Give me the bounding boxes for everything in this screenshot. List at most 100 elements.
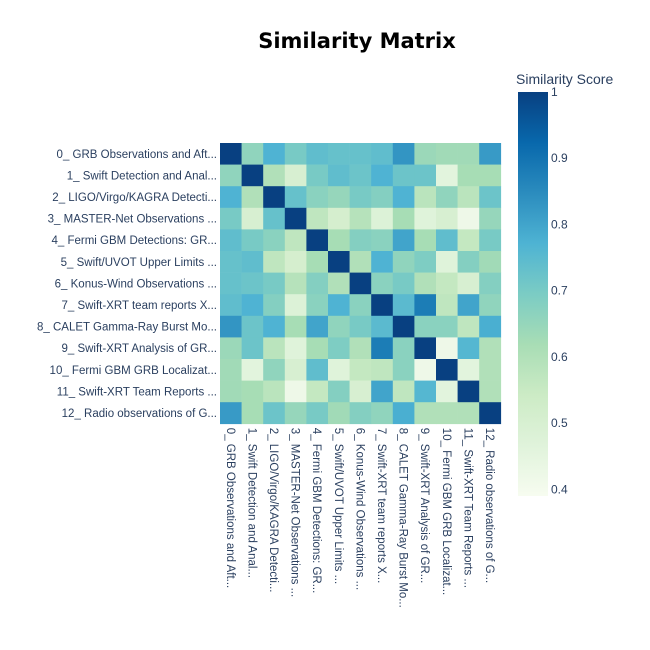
heatmap-cell-7-10[interactable] (436, 294, 458, 317)
heatmap-cell-8-9[interactable] (414, 315, 437, 338)
heatmap-cell-5-11[interactable] (457, 251, 480, 273)
heatmap-cell-4-9[interactable] (414, 229, 437, 252)
heatmap-cell-2-0[interactable] (220, 186, 242, 209)
heatmap-cell-4-11[interactable] (457, 229, 480, 252)
heatmap-cell-5-1[interactable] (241, 251, 264, 273)
heatmap-cell-5-12[interactable] (479, 251, 502, 273)
heatmap-cell-0-7[interactable] (371, 143, 394, 165)
heatmap-cell-5-5[interactable] (328, 251, 350, 273)
heatmap-cell-0-4[interactable] (306, 143, 329, 165)
heatmap-cell-9-11[interactable] (457, 337, 480, 360)
heatmap-cell-3-8[interactable] (392, 207, 415, 230)
heatmap-cell-5-0[interactable] (220, 251, 242, 273)
heatmap-cell-11-9[interactable] (414, 380, 437, 403)
heatmap-cell-6-6[interactable] (349, 272, 372, 295)
heatmap-cell-6-9[interactable] (414, 272, 437, 295)
heatmap-cell-0-9[interactable] (414, 143, 437, 165)
heatmap-cell-12-7[interactable] (371, 402, 394, 425)
heatmap-cell-0-1[interactable] (241, 143, 264, 165)
heatmap-cell-3-3[interactable] (284, 207, 307, 230)
heatmap-cell-3-4[interactable] (306, 207, 329, 230)
heatmap-cell-4-5[interactable] (328, 229, 350, 252)
heatmap-cell-12-11[interactable] (457, 402, 480, 425)
heatmap-cell-9-2[interactable] (263, 337, 286, 360)
heatmap-cell-3-6[interactable] (349, 207, 372, 230)
heatmap-cell-1-11[interactable] (457, 164, 480, 187)
heatmap-cell-5-9[interactable] (414, 251, 437, 273)
heatmap-cell-5-8[interactable] (392, 251, 415, 273)
heatmap-cell-1-2[interactable] (263, 164, 286, 187)
heatmap-cell-6-7[interactable] (371, 272, 394, 295)
heatmap-cell-12-12[interactable] (479, 402, 502, 425)
heatmap-cell-0-12[interactable] (479, 143, 502, 165)
heatmap-cell-10-6[interactable] (349, 359, 372, 381)
heatmap-cell-8-2[interactable] (263, 315, 286, 338)
heatmap-cell-1-4[interactable] (306, 164, 329, 187)
heatmap-cell-9-5[interactable] (328, 337, 350, 360)
heatmap-cell-0-10[interactable] (436, 143, 458, 165)
heatmap-cell-1-8[interactable] (392, 164, 415, 187)
heatmap-cell-7-3[interactable] (284, 294, 307, 317)
heatmap-cell-10-8[interactable] (392, 359, 415, 381)
heatmap-cell-4-12[interactable] (479, 229, 502, 252)
heatmap-cell-9-10[interactable] (436, 337, 458, 360)
heatmap-cell-8-3[interactable] (284, 315, 307, 338)
heatmap-cell-6-1[interactable] (241, 272, 264, 295)
heatmap-cell-7-4[interactable] (306, 294, 329, 317)
heatmap-cell-1-12[interactable] (479, 164, 502, 187)
heatmap-cell-2-5[interactable] (328, 186, 350, 209)
heatmap-cell-4-6[interactable] (349, 229, 372, 252)
heatmap-cell-12-1[interactable] (241, 402, 264, 425)
heatmap-cell-1-3[interactable] (284, 164, 307, 187)
heatmap-cell-9-12[interactable] (479, 337, 502, 360)
heatmap-cell-11-2[interactable] (263, 380, 286, 403)
heatmap-cell-5-2[interactable] (263, 251, 286, 273)
heatmap-cell-11-0[interactable] (220, 380, 242, 403)
heatmap-cell-3-12[interactable] (479, 207, 502, 230)
heatmap-cell-2-9[interactable] (414, 186, 437, 209)
heatmap-cell-12-2[interactable] (263, 402, 286, 425)
heatmap-cell-11-6[interactable] (349, 380, 372, 403)
heatmap-cell-0-8[interactable] (392, 143, 415, 165)
heatmap-cell-0-5[interactable] (328, 143, 350, 165)
heatmap-cell-9-6[interactable] (349, 337, 372, 360)
heatmap-cell-1-9[interactable] (414, 164, 437, 187)
heatmap-cell-11-11[interactable] (457, 380, 480, 403)
heatmap-cell-2-12[interactable] (479, 186, 502, 209)
heatmap-cell-2-10[interactable] (436, 186, 458, 209)
heatmap-cell-4-1[interactable] (241, 229, 264, 252)
heatmap-cell-7-6[interactable] (349, 294, 372, 317)
heatmap-cell-0-11[interactable] (457, 143, 480, 165)
heatmap-cell-11-8[interactable] (392, 380, 415, 403)
heatmap-cell-4-8[interactable] (392, 229, 415, 252)
heatmap-cell-9-0[interactable] (220, 337, 242, 360)
heatmap-cell-4-0[interactable] (220, 229, 242, 252)
heatmap-cell-3-5[interactable] (328, 207, 350, 230)
heatmap-cell-3-11[interactable] (457, 207, 480, 230)
heatmap-cell-9-9[interactable] (414, 337, 437, 360)
heatmap-cell-10-10[interactable] (436, 359, 458, 381)
heatmap-cell-5-7[interactable] (371, 251, 394, 273)
heatmap-cell-10-7[interactable] (371, 359, 394, 381)
heatmap-cell-0-6[interactable] (349, 143, 372, 165)
heatmap-cell-10-2[interactable] (263, 359, 286, 381)
heatmap-cell-4-2[interactable] (263, 229, 286, 252)
heatmap-cell-7-12[interactable] (479, 294, 502, 317)
heatmap-cell-7-7[interactable] (371, 294, 394, 317)
heatmap-cell-2-4[interactable] (306, 186, 329, 209)
heatmap-cell-1-1[interactable] (241, 164, 264, 187)
heatmap-cell-11-4[interactable] (306, 380, 329, 403)
heatmap-cell-12-6[interactable] (349, 402, 372, 425)
heatmap-cell-7-9[interactable] (414, 294, 437, 317)
heatmap-cell-4-4[interactable] (306, 229, 329, 252)
heatmap-cell-1-7[interactable] (371, 164, 394, 187)
heatmap-cell-6-2[interactable] (263, 272, 286, 295)
heatmap-cell-5-6[interactable] (349, 251, 372, 273)
heatmap-cell-0-2[interactable] (263, 143, 286, 165)
heatmap-cell-8-12[interactable] (479, 315, 502, 338)
heatmap-cell-10-12[interactable] (479, 359, 502, 381)
heatmap-cell-2-6[interactable] (349, 186, 372, 209)
heatmap-cell-9-4[interactable] (306, 337, 329, 360)
heatmap-cell-6-11[interactable] (457, 272, 480, 295)
heatmap-cell-9-3[interactable] (284, 337, 307, 360)
